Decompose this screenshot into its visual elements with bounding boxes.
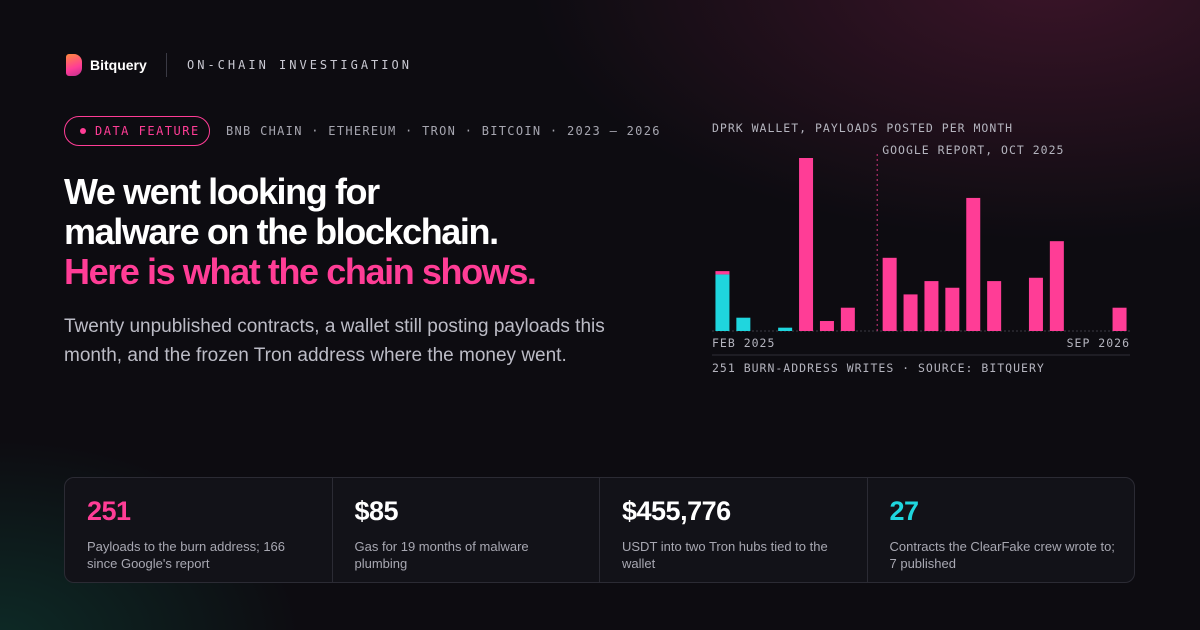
chart-title: DPRK WALLET, PAYLOADS POSTED PER MONTH (712, 121, 1013, 135)
bar (924, 281, 939, 331)
stat-label: Payloads to the burn address; 166 since … (87, 539, 286, 571)
badge-dot (80, 128, 86, 134)
bar (966, 197, 981, 331)
stat: $455,776 USDT into two Tron hubs tied to … (599, 478, 867, 582)
badge-text: DATA FEATURE (95, 124, 200, 138)
scope: BNB CHAIN · ETHEREUM · TRON · BITCOIN · … (226, 124, 661, 138)
bar (882, 257, 897, 331)
headline: We went looking for (64, 171, 380, 212)
stat-label: USDT into two Tron hubs tied to the wall… (622, 539, 828, 571)
marker-label: GOOGLE REPORT, OCT 2025 (882, 143, 1064, 157)
bar (799, 158, 814, 331)
divider (166, 53, 167, 77)
chart: DPRK WALLET, PAYLOADS POSTED PER MONTH 2… (712, 121, 1130, 375)
bar (903, 294, 918, 331)
bar (1112, 307, 1127, 331)
stat: 251 Payloads to the burn address; 166 sin… (65, 478, 332, 582)
bar (1049, 241, 1064, 331)
stat: 27 Contracts the ClearFake crew wrote to;… (866, 478, 1135, 582)
x-tick-label: FEB 2025 (712, 336, 775, 350)
bar (840, 307, 855, 331)
stat-value: 27 (889, 496, 920, 526)
bar (736, 317, 751, 331)
subtitle: Twenty unpublished contracts, a wallet s… (64, 316, 605, 366)
logo (66, 54, 82, 76)
bar (945, 287, 960, 331)
section: ON-CHAIN INVESTIGATION (187, 58, 412, 72)
stat-label: Gas for 19 months of malware plumbing (354, 539, 529, 571)
badge (64, 116, 210, 146)
bar (819, 321, 834, 331)
bar (987, 281, 1002, 331)
stat-label: Contracts the ClearFake crew wrote to; 7… (889, 539, 1115, 571)
headline: malware on the blockchain. (64, 211, 499, 252)
bar (715, 274, 730, 331)
bar (778, 327, 793, 331)
stat-value: 251 (87, 496, 131, 526)
chart-footer: 251 BURN-ADDRESS WRITES · SOURCE: BITQUE… (712, 361, 1045, 375)
stat-value: $455,776 (622, 496, 731, 526)
x-tick-label: SEP 2026 (1067, 336, 1130, 350)
stat: $85 Gas for 19 months of malware plumbing (331, 478, 600, 582)
bar (1028, 277, 1043, 331)
bar (715, 271, 730, 275)
stats: 251 Payloads to the burn address; 166 sin… (64, 477, 1135, 583)
brand[interactable]: Bitquery (90, 57, 147, 73)
stat-value: $85 (354, 496, 399, 526)
headline: Here is what the chain shows. (64, 251, 537, 292)
